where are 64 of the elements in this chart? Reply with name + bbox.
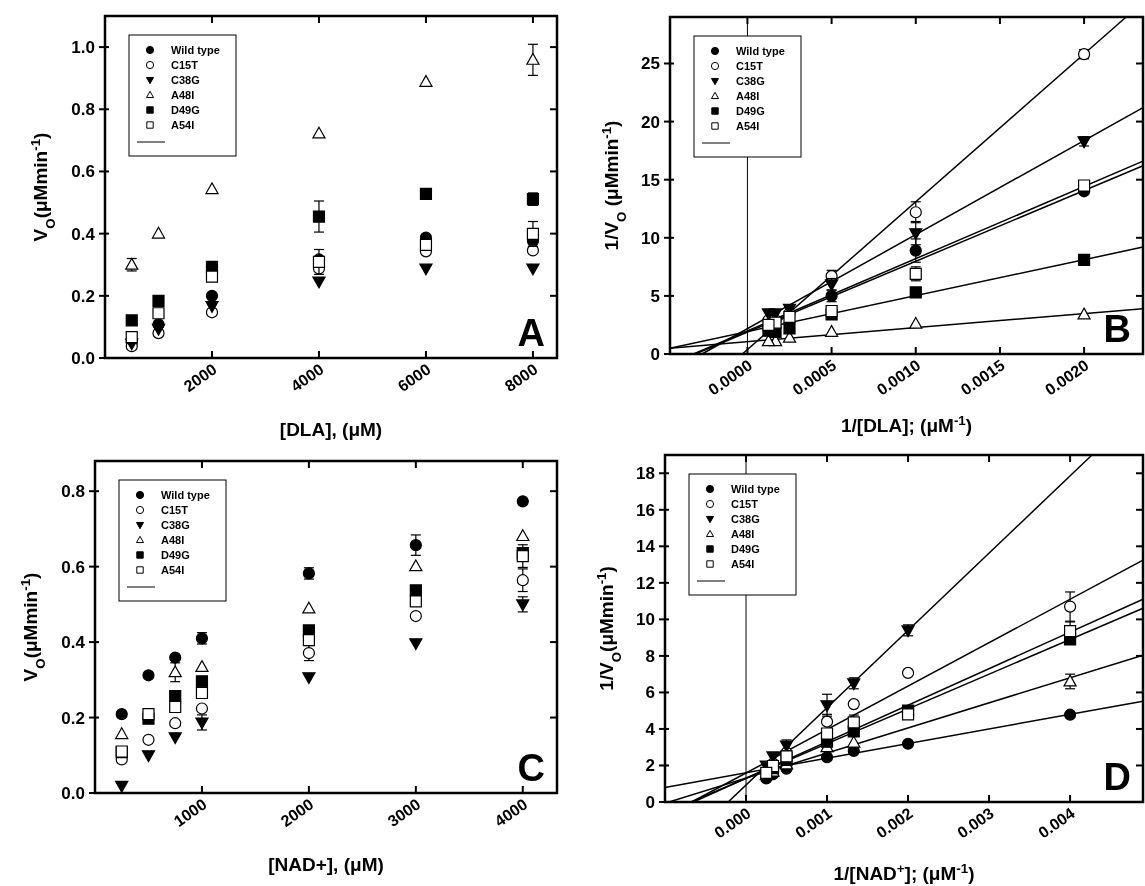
legend-label: D49G [736, 105, 765, 117]
y-tick-label: 16 [636, 500, 655, 520]
y-tick-label: 1.0 [71, 38, 95, 58]
y-tick-label: 10 [636, 610, 655, 630]
y-tick-label: 4 [645, 719, 656, 739]
legend-label: D49G [161, 549, 190, 561]
y-tick-label: 0.6 [71, 162, 95, 182]
y-tick-label: 0.8 [61, 482, 85, 502]
legend-label: C38G [161, 519, 190, 531]
legend-label: C15T [731, 498, 759, 510]
legend-label: A48I [171, 89, 195, 101]
legend-label: C38G [736, 75, 765, 87]
legend-label: A48I [161, 534, 185, 546]
annotation: C [517, 747, 545, 789]
y-tick-label: 6 [645, 683, 655, 703]
legend-label: Wild type [161, 489, 210, 501]
y-tick-label: 0.0 [61, 784, 85, 803]
y-tick-label: 0.0 [71, 349, 95, 368]
legend-label: D49G [171, 104, 200, 116]
x-tick-label: 4000 [287, 360, 327, 395]
y-tick-label: 14 [636, 537, 656, 557]
x-axis-title: [NAD+], (μM) [268, 854, 384, 875]
x-axis-title: 1/[NAD$^{+}$]; (μM$^{-1}$) [833, 860, 975, 884]
y-tick-label: 25 [641, 54, 660, 74]
y-tick-label: 18 [636, 464, 655, 484]
x-tick-label: 3000 [384, 795, 424, 830]
y-tick-label: 0.2 [61, 708, 85, 728]
legend-label: Wild type [731, 483, 780, 495]
y-tick-label: 15 [641, 170, 660, 190]
y-tick-label: 0.4 [61, 633, 86, 653]
legend-label: A48I [736, 90, 760, 102]
legend-label: A54I [161, 564, 185, 576]
x-tick-label: 8000 [501, 360, 541, 395]
legend-label: A54I [731, 558, 755, 570]
y-tick-label: 20 [641, 112, 660, 132]
legend-label: C15T [171, 59, 199, 71]
legend-label: C15T [161, 504, 189, 516]
y-tick-label: 5 [650, 286, 660, 306]
annotation: B [1103, 308, 1131, 350]
annotation: A [517, 312, 545, 354]
legend-label: A48I [731, 528, 755, 540]
y-tick-label: 0 [650, 345, 660, 364]
legend-label: C15T [736, 60, 764, 72]
annotation: D [1103, 756, 1131, 798]
y-tick-label: 0 [645, 793, 655, 812]
y-tick-label: 12 [636, 573, 655, 593]
legend-label: Wild type [171, 44, 220, 56]
legend-label: D49G [731, 543, 760, 555]
x-tick-label: 6000 [394, 360, 434, 395]
y-tick-label: 8 [645, 646, 655, 666]
legend-label: A54I [171, 119, 195, 131]
y-tick-label: 0.8 [71, 100, 95, 120]
legend-label: C38G [171, 74, 200, 86]
legend-label: C38G [731, 513, 760, 525]
x-axis-title: [DLA], (μM) [279, 419, 383, 440]
y-tick-label: 0.2 [71, 286, 95, 306]
x-axis-title: 1/[DLA]; (μM$^{-1}$) [840, 412, 973, 436]
x-tick-label: 4000 [491, 795, 531, 830]
y-tick-label: 0.6 [61, 557, 85, 577]
legend-label: A54I [736, 120, 760, 132]
y-tick-label: 10 [641, 228, 660, 248]
legend-label: Wild type [736, 45, 785, 57]
y-tick-label: 2 [645, 756, 655, 776]
y-tick-label: 0.4 [71, 224, 96, 244]
